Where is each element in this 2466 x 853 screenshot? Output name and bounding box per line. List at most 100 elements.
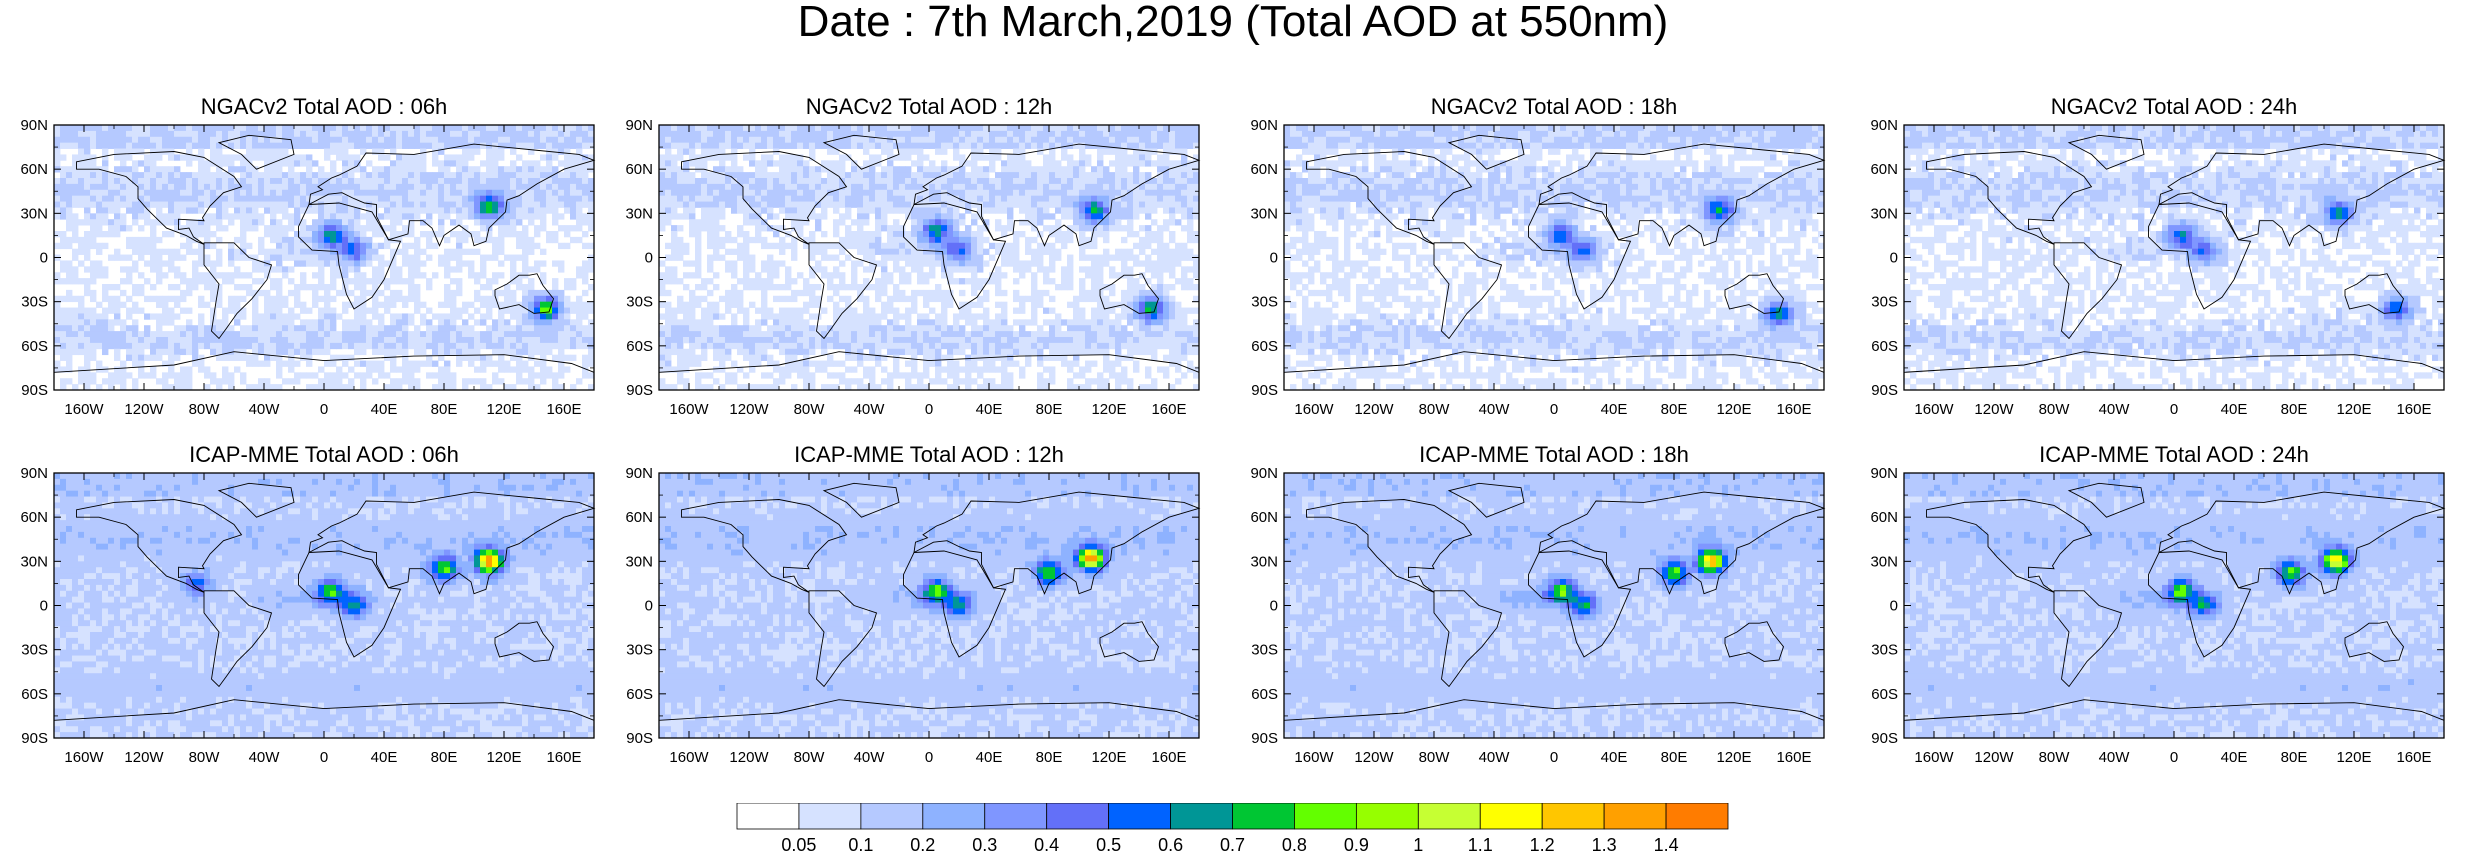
lon-tick-label: 120W xyxy=(1974,749,2014,766)
lon-tick-label: 80E xyxy=(1036,749,1063,766)
lon-tick-label: 120E xyxy=(486,401,521,418)
map-plot: 90N 60N 30N 0 30S 60S 90S 160W 120W 80W 40W 0 40E 80E… xyxy=(20,117,596,418)
lon-tick-label: 40W xyxy=(1479,749,1511,766)
panel-title: ICAP-MME Total AOD : 24h xyxy=(1904,443,2444,467)
lon-tick-label: 160E xyxy=(2396,401,2431,418)
lon-tick-label: 160W xyxy=(669,401,709,418)
lon-tick-label: 80E xyxy=(1661,749,1688,766)
lon-tick-label: 80E xyxy=(431,749,458,766)
panel-title: ICAP-MME Total AOD : 06h xyxy=(54,443,594,467)
lat-tick-label: 60S xyxy=(626,686,653,703)
colorbar-label: 0.9 xyxy=(1344,835,1369,853)
lat-tick-label: 0 xyxy=(1890,598,1898,615)
colorbar-label: 0.4 xyxy=(1034,835,1059,853)
colorbar-swatch xyxy=(798,803,862,830)
lon-tick-label: 120E xyxy=(2336,749,2371,766)
lon-tick-label: 160W xyxy=(1294,749,1334,766)
lat-tick-label: 0 xyxy=(40,250,48,267)
colorbar-swatch xyxy=(922,803,986,830)
lat-tick-label: 90N xyxy=(1870,465,1898,482)
lon-tick-label: 40E xyxy=(371,749,398,766)
lon-tick-label: 40W xyxy=(854,749,886,766)
lat-tick-label: 60N xyxy=(20,509,48,526)
panel-title: NGACv2 Total AOD : 24h xyxy=(1904,95,2444,119)
map-panel-1: NGACv2 Total AOD : 06h 90N 60N 30N 0 30S 60S 90… xyxy=(6,95,606,445)
lat-tick-label: 60N xyxy=(1250,161,1278,178)
lon-tick-label: 120W xyxy=(1354,749,1394,766)
lat-tick-label: 30N xyxy=(1250,553,1278,570)
colorbar-label: 1.4 xyxy=(1654,835,1679,853)
colorbar-swatch xyxy=(984,803,1048,830)
colorbar-label: 1.3 xyxy=(1592,835,1617,853)
lon-tick-label: 40E xyxy=(2221,749,2248,766)
lon-tick-label: 120W xyxy=(729,749,769,766)
lon-tick-label: 40W xyxy=(2099,401,2131,418)
map-plot: 90N 60N 30N 0 30S 60S 90S 160W 120W 80W 40W 0 40E 80E… xyxy=(20,465,596,766)
map-plot: 90N 60N 30N 0 30S 60S 90S 160W 120W 80W 40W 0 40E 80E… xyxy=(1870,117,2446,418)
lon-tick-label: 40E xyxy=(976,749,1003,766)
lon-tick-label: 160E xyxy=(2396,749,2431,766)
lat-tick-label: 60N xyxy=(1870,509,1898,526)
lon-tick-label: 80E xyxy=(2281,749,2308,766)
map-panel-4: NGACv2 Total AOD : 24h 90N 60N 30N 0 30S 60S 90… xyxy=(1856,95,2456,445)
lon-tick-label: 0 xyxy=(925,749,933,766)
map-panel-8: ICAP-MME Total AOD : 24h 90N 60N 30N 0 30S 60S… xyxy=(1856,443,2456,793)
lon-tick-label: 80W xyxy=(1419,401,1451,418)
lon-tick-label: 120W xyxy=(124,749,164,766)
colorbar-swatch xyxy=(860,803,924,830)
lat-tick-label: 30N xyxy=(625,553,653,570)
lon-tick-label: 0 xyxy=(320,401,328,418)
lon-tick-label: 120E xyxy=(1091,749,1126,766)
lon-tick-label: 80W xyxy=(2039,401,2071,418)
lon-tick-label: 160W xyxy=(64,749,104,766)
lat-tick-label: 30N xyxy=(625,205,653,222)
colorbar-svg: 0.05 0.1 0.2 0.3 0.4 0.5 0.6 0.7 0.8 0.9 1 1.1 1.2 1.… xyxy=(736,803,1729,853)
colorbar: 0.05 0.1 0.2 0.3 0.4 0.5 0.6 0.7 0.8 0.9 1 1.1 1.2 1.… xyxy=(735,803,1735,853)
colorbar-swatch xyxy=(1232,803,1295,830)
lon-tick-label: 160E xyxy=(546,749,581,766)
lon-tick-label: 160E xyxy=(546,401,581,418)
lon-tick-label: 0 xyxy=(1550,749,1558,766)
map-plot: 90N 60N 30N 0 30S 60S 90S 160W 120W 80W 40W 0 40E 80E… xyxy=(625,465,1201,766)
lat-tick-label: 0 xyxy=(1270,250,1278,267)
lat-tick-label: 60S xyxy=(1251,686,1278,703)
lat-tick-label: 60S xyxy=(1251,338,1278,355)
lat-tick-label: 90N xyxy=(1870,117,1898,134)
lat-tick-label: 90S xyxy=(1871,730,1898,747)
lon-tick-label: 120E xyxy=(1091,401,1126,418)
lon-tick-label: 120E xyxy=(1716,749,1751,766)
panel-title: NGACv2 Total AOD : 12h xyxy=(659,95,1199,119)
colorbar-label: 1.1 xyxy=(1468,835,1493,853)
lat-tick-label: 30S xyxy=(1251,642,1278,659)
lon-tick-label: 80W xyxy=(794,749,826,766)
lat-tick-label: 30S xyxy=(1871,294,1898,311)
map-plot: 90N 60N 30N 0 30S 60S 90S 160W 120W 80W 40W 0 40E 80E… xyxy=(1250,465,1826,766)
colorbar-label: 0.1 xyxy=(848,835,873,853)
lon-tick-label: 120W xyxy=(729,401,769,418)
colorbar-swatch xyxy=(1665,803,1729,830)
lon-tick-label: 80W xyxy=(1419,749,1451,766)
lat-tick-label: 90N xyxy=(625,117,653,134)
lon-tick-label: 40W xyxy=(249,749,281,766)
main-title: Date : 7th March,2019 (Total AOD at 550n… xyxy=(0,0,2466,44)
map-panel-7: ICAP-MME Total AOD : 18h 90N 60N 30N 0 30S 60S… xyxy=(1236,443,1836,793)
lon-tick-label: 40W xyxy=(854,401,886,418)
lon-tick-label: 40E xyxy=(976,401,1003,418)
lon-tick-label: 80W xyxy=(189,401,221,418)
lat-tick-label: 30S xyxy=(1871,642,1898,659)
lat-tick-label: 90N xyxy=(1250,117,1278,134)
lon-tick-label: 120W xyxy=(1354,401,1394,418)
lat-tick-label: 90N xyxy=(625,465,653,482)
lat-tick-label: 60N xyxy=(1250,509,1278,526)
panel-title: ICAP-MME Total AOD : 12h xyxy=(659,443,1199,467)
lon-tick-label: 80E xyxy=(1661,401,1688,418)
lat-tick-label: 90S xyxy=(21,382,48,399)
colorbar-label: 0.3 xyxy=(972,835,997,853)
lon-tick-label: 80E xyxy=(2281,401,2308,418)
lat-tick-label: 60N xyxy=(20,161,48,178)
colorbar-swatch xyxy=(1046,803,1110,830)
lat-tick-label: 30S xyxy=(626,642,653,659)
lon-tick-label: 160E xyxy=(1151,401,1186,418)
lon-tick-label: 40W xyxy=(1479,401,1511,418)
